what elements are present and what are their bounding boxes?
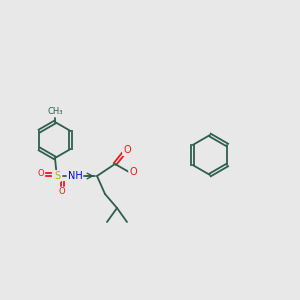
Text: S: S bbox=[54, 171, 60, 181]
Text: O: O bbox=[38, 169, 44, 178]
Text: O: O bbox=[123, 145, 131, 155]
Text: O: O bbox=[129, 167, 137, 177]
Text: NH: NH bbox=[68, 171, 82, 181]
Text: CH₃: CH₃ bbox=[47, 107, 63, 116]
Text: O: O bbox=[59, 188, 65, 196]
